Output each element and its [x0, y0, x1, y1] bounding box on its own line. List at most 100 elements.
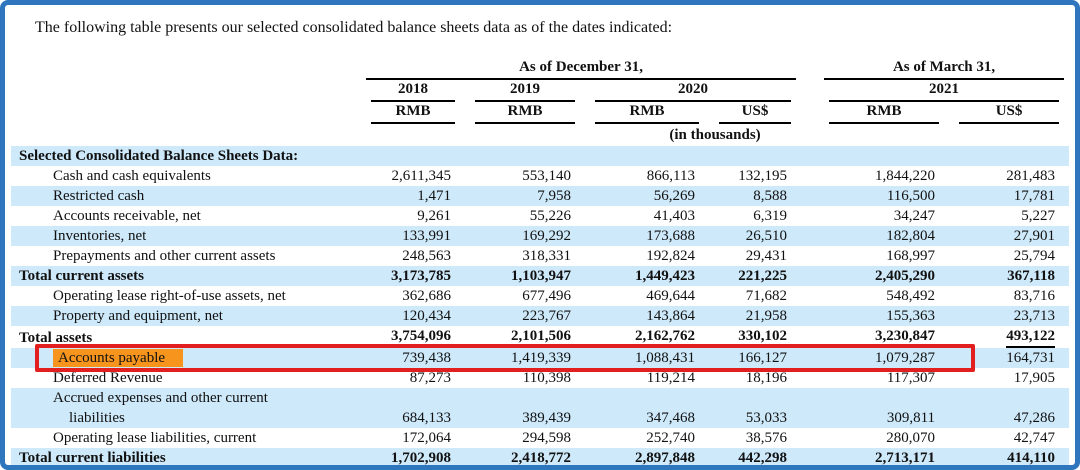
value-cell: 3,754,096	[361, 326, 465, 348]
table-header: As of December 31, As of March 31, 2018 …	[11, 58, 1069, 146]
row-accounts-payable: Accounts payable 739,438 1,419,339 1,088,43…	[11, 348, 1070, 368]
header-currency-usd-2020: US$	[709, 102, 801, 124]
row-label: Inventories, net	[53, 228, 147, 244]
header-year-2019: 2019	[465, 80, 585, 102]
row-operating-lease-right-of-use-assets-net: Operating lease right-of-use assets, net…	[11, 286, 1069, 306]
value-cell: 3,230,847	[819, 326, 949, 348]
value-cell: 1,419,339	[511, 350, 571, 366]
row-accounts-receivable-net: Accounts receivable, net 9,261 55,226 41,40…	[11, 206, 1069, 226]
value-cell: 2,713,171	[875, 450, 936, 466]
value-cell: 21,958	[745, 308, 788, 324]
value-cell: 1,844,220	[875, 168, 936, 184]
header-currency-rmb-2020: RMB	[585, 102, 709, 124]
value-cell: 548,492	[886, 288, 936, 304]
value-cell: 117,307	[886, 370, 936, 386]
value-cell: 168,997	[886, 248, 936, 264]
column-gap	[801, 306, 819, 326]
row-selected-consolidated-balance-sheets-data: Selected Consolidated Balance Sheets Dat…	[11, 146, 1070, 166]
value-cell: 27,901	[1013, 228, 1056, 244]
column-gap	[801, 326, 819, 348]
row-label: Accounts receivable, net	[53, 208, 201, 224]
value-cell: 493,122	[949, 326, 1069, 348]
value-cell: 2,405,290	[875, 268, 936, 284]
value-cell: 389,439	[522, 410, 571, 426]
column-gap	[801, 58, 819, 80]
row-label: Operating lease right-of-use assets, net	[53, 288, 286, 304]
value-cell: 309,811	[886, 410, 936, 426]
row-label: Cash and cash equivalents	[53, 168, 211, 184]
balance-sheet-table: As of December 31, As of March 31, 2018 …	[11, 58, 1070, 466]
row-label: Accounts payable	[11, 348, 361, 368]
value-cell: 2,162,762	[585, 326, 709, 348]
units-note: (in thousands)	[669, 127, 761, 143]
column-gap	[801, 146, 819, 166]
header-year-2020: 2020	[585, 80, 801, 102]
value-cell: 362,686	[402, 288, 451, 304]
value-cell: 442,298	[738, 450, 788, 466]
header-currency-row: RMB RMB RMB US$ RMB US$	[11, 102, 1069, 124]
value-cell	[465, 146, 585, 166]
value-cell: 2,897,848	[635, 450, 695, 466]
header-as-of-december: As of December 31,	[361, 58, 801, 80]
column-gap	[801, 226, 819, 246]
value-cell: 34,247	[893, 208, 936, 224]
column-gap	[801, 428, 819, 448]
column-gap	[801, 448, 819, 465]
value-cell: 23,713	[1013, 308, 1056, 324]
header-empty-cell	[11, 80, 361, 102]
value-cell: 38,576	[745, 430, 788, 446]
value-cell: 1,079,287	[875, 350, 936, 366]
value-cell: 2,101,506	[465, 326, 585, 348]
row-deferred-revenue: Deferred Revenue 87,273 110,398 119,214 18,1…	[11, 368, 1069, 388]
value-cell: 3,173,785	[391, 268, 451, 284]
row-operating-lease-liabilities-current: Operating lease liabilities, current 172,…	[11, 428, 1069, 448]
value-cell: 684,133	[402, 410, 451, 426]
column-gap	[801, 266, 819, 286]
value-cell: 173,688	[646, 228, 695, 244]
value-cell	[819, 146, 949, 166]
value-cell: 2,418,772	[511, 450, 571, 466]
value-cell	[949, 146, 1069, 166]
value-cell: 367,118	[1007, 268, 1056, 284]
value-cell: 347,468	[646, 410, 695, 426]
value-cell: 25,794	[1013, 248, 1056, 264]
value-cell: 280,070	[886, 430, 936, 446]
value-cell: 866,113	[646, 168, 695, 184]
header-currency-rmb-2021: RMB	[819, 102, 949, 124]
row-restricted-cash: Restricted cash 1,471 7,958 56,269 8,588 116,…	[11, 186, 1070, 206]
value-cell: 221,225	[738, 268, 788, 284]
header-empty-cell	[11, 124, 361, 146]
column-gap	[801, 286, 819, 306]
value-cell: 55,226	[529, 208, 571, 224]
row-label: Prepayments and other current assets	[53, 248, 276, 264]
highlighted-text: Accounts payable	[53, 349, 184, 367]
value-cell: 56,269	[653, 188, 695, 204]
header-currency-usd-2021: US$	[949, 102, 1069, 124]
value-cell: 26,510	[745, 228, 788, 244]
value-cell: 41,403	[653, 208, 695, 224]
value-cell: 17,905	[1013, 370, 1056, 386]
header-units-row: (in thousands)	[11, 124, 1069, 146]
value-cell: 5,227	[1021, 208, 1056, 224]
row-label: Total assets	[19, 330, 93, 346]
value-cell: 7,958	[537, 188, 571, 204]
value-cell: 164,731	[1006, 350, 1056, 366]
value-cell: 71,682	[745, 288, 788, 304]
header-as-of-december-label: As of December 31,	[366, 58, 797, 80]
value-cell: 17,781	[1013, 188, 1056, 204]
header-empty-cell	[11, 102, 361, 124]
value-cell: 252,740	[646, 430, 695, 446]
value-cell: 166,127	[738, 350, 788, 366]
value-cell: 182,804	[886, 228, 936, 244]
table-container: As of December 31, As of March 31, 2018 …	[11, 58, 1070, 466]
row-total-current-assets: Total current assets 3,173,785 1,103,947 1,…	[11, 266, 1070, 286]
column-gap	[801, 166, 819, 186]
value-cell: 553,140	[522, 168, 571, 184]
row-label: Operating lease liabilities, current	[53, 430, 257, 446]
row-label: Selected Consolidated Balance Sheets Dat…	[19, 148, 299, 164]
value-cell: 281,483	[1006, 168, 1056, 184]
header-currency-rmb-2019: RMB	[465, 102, 585, 124]
value-cell: 6,319	[753, 208, 788, 224]
column-gap	[801, 206, 819, 226]
